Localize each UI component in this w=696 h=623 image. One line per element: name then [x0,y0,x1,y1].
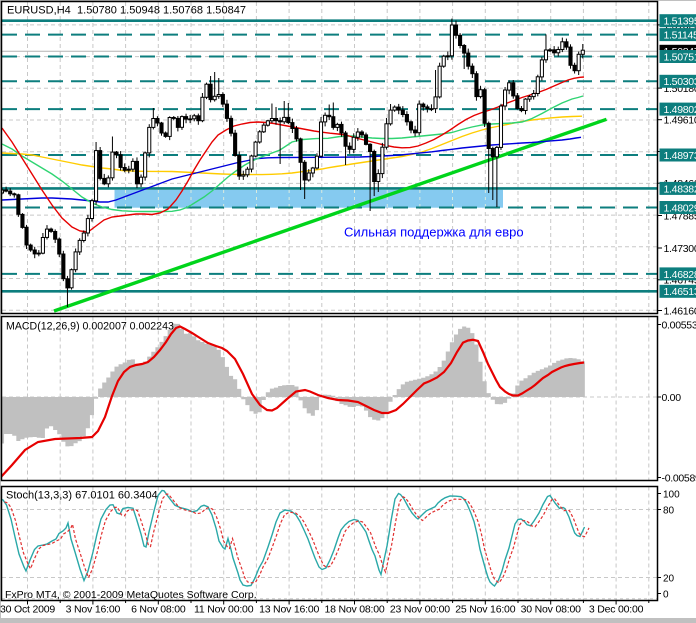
svg-text:30 Nov 08:00: 30 Nov 08:00 [521,604,581,616]
svg-text:1.51395: 1.51395 [664,16,696,28]
svg-text:1.47300: 1.47300 [664,243,696,255]
svg-text:0.00: 0.00 [662,392,682,404]
svg-text:3 Dec 00:00: 3 Dec 00:00 [589,604,644,616]
svg-text:25 Nov 16:00: 25 Nov 16:00 [455,604,515,616]
svg-text:1.46513: 1.46513 [664,286,696,298]
svg-text:Сильная поддержка для евро: Сильная поддержка для евро [344,225,524,240]
svg-text:EURUSD,H4 1.50780 1.50948 1.5: EURUSD,H4 1.50780 1.50948 1.50768 1.5084… [7,5,246,17]
svg-text:1.49802: 1.49802 [664,104,696,116]
svg-text:6 Nov 08:00: 6 Nov 08:00 [131,604,186,616]
svg-text:-0.00589: -0.00589 [662,472,696,484]
svg-text:18 Nov 08:00: 18 Nov 08:00 [324,604,384,616]
svg-text:1.46160: 1.46160 [664,305,696,317]
svg-text:30 Oct 2009: 30 Oct 2009 [0,604,55,616]
svg-text:MACD(12,26,9) 0.002007 0.00224: MACD(12,26,9) 0.002007 0.002243 [6,321,174,333]
svg-text:80: 80 [663,505,675,516]
svg-text:13 Nov 16:00: 13 Nov 16:00 [259,604,319,616]
svg-text:1.48029: 1.48029 [664,202,696,214]
svg-text:0.00553: 0.00553 [662,319,696,331]
svg-text:1.50751: 1.50751 [664,51,696,63]
svg-text:11 Nov 00:00: 11 Nov 00:00 [194,604,254,616]
svg-text:1.50303: 1.50303 [664,76,696,88]
svg-text:23 Nov 00:00: 23 Nov 00:00 [390,604,450,616]
svg-text:1.46828: 1.46828 [664,269,696,281]
svg-text:0: 0 [663,589,669,600]
svg-text:100: 100 [663,489,680,500]
svg-text:FxPro MT4, © 2001-2009 MetaQuo: FxPro MT4, © 2001-2009 MetaQuotes Softwa… [5,589,257,601]
svg-text:3 Nov 16:00: 3 Nov 16:00 [66,604,121,616]
svg-text:20: 20 [663,573,675,584]
svg-text:Stoch(13,3,3) 67.0101 60.3404: Stoch(13,3,3) 67.0101 60.3404 [6,490,158,502]
svg-text:1.49610: 1.49610 [664,115,696,127]
svg-text:1.48382: 1.48382 [664,183,696,195]
svg-text:1.48973: 1.48973 [664,150,696,162]
svg-text:1.51145: 1.51145 [664,30,696,42]
